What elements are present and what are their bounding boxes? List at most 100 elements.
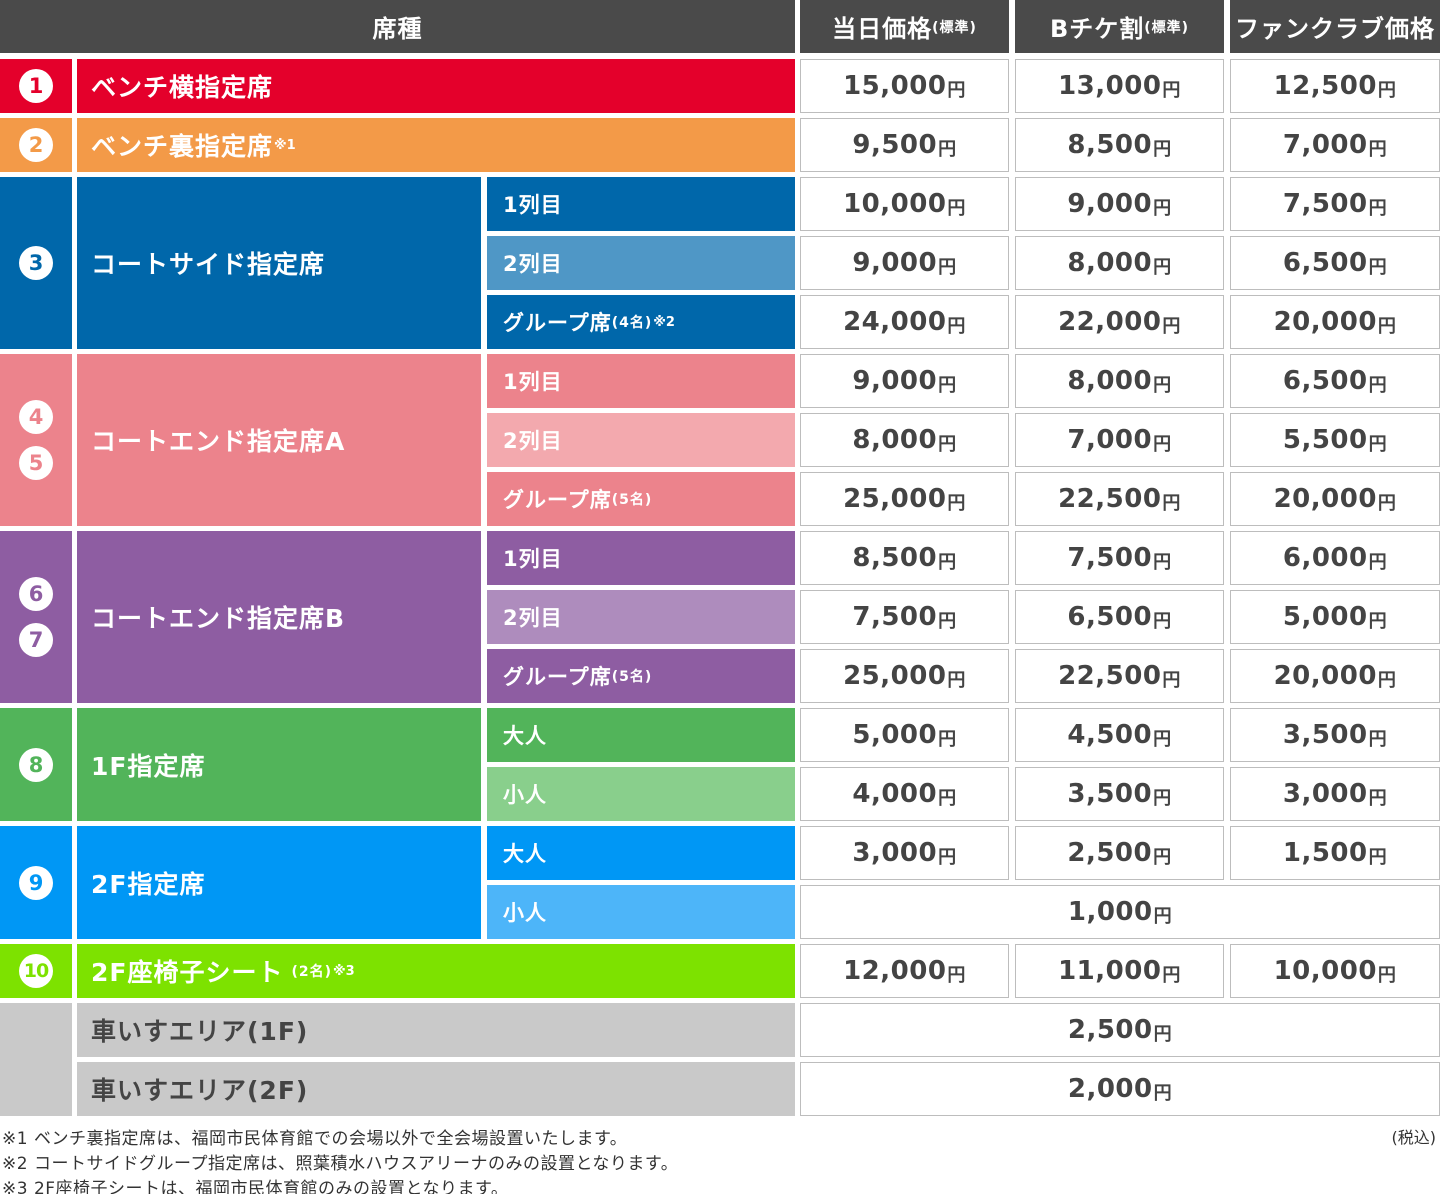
yen-unit: 円 bbox=[947, 198, 966, 219]
row-10-note: ※3 bbox=[333, 963, 355, 979]
row-67-3-price-day: 25,000 円 bbox=[800, 649, 1009, 703]
row-2-seat-name: ベンチ裏指定席 ※1 bbox=[77, 118, 795, 172]
sub-label: 小人 bbox=[503, 783, 547, 807]
tax-note: (税込) bbox=[1391, 1128, 1437, 1147]
yen-unit: 円 bbox=[1153, 1083, 1173, 1104]
row-67-seat-name: コートエンド指定席B bbox=[77, 531, 481, 703]
row-45-3-price-bchike: 22,500 円 bbox=[1015, 472, 1224, 526]
row-8-seat-name: 1F指定席 bbox=[77, 708, 481, 821]
yen-unit: 円 bbox=[1162, 965, 1181, 986]
row-5-badge: 5 bbox=[19, 446, 53, 480]
row-8-seat-label: 1F指定席 bbox=[91, 751, 206, 781]
yen-unit: 円 bbox=[1368, 198, 1388, 219]
row-4-badge: 4 bbox=[19, 400, 53, 434]
row-3-3-price-bchike: 22,000 円 bbox=[1015, 295, 1224, 349]
yen-unit: 円 bbox=[1377, 670, 1397, 691]
row-67-3-price-fanclub: 20,000 円 bbox=[1230, 649, 1440, 703]
yen-unit: 円 bbox=[1368, 847, 1388, 868]
price-value: 5,500 bbox=[1282, 425, 1368, 455]
yen-unit: 円 bbox=[947, 80, 966, 101]
row-67-sub-group: グループ席 (5名) bbox=[487, 649, 795, 703]
row-10-seat-label: 2F座椅子シート bbox=[91, 958, 284, 987]
row-3-1-price-bchike: 9,000 円 bbox=[1015, 177, 1224, 231]
row-67-2-price-bchike: 6,500 円 bbox=[1015, 590, 1224, 644]
price-value: 10,000 bbox=[1273, 956, 1377, 986]
price-value: 3,000 bbox=[852, 838, 938, 868]
price-value: 8,500 bbox=[852, 543, 938, 573]
row-9-seat-label: 2F指定席 bbox=[91, 869, 206, 899]
yen-unit: 円 bbox=[1153, 1024, 1173, 1045]
yen-unit: 円 bbox=[1153, 375, 1172, 396]
price-value: 1,000 bbox=[1067, 897, 1153, 927]
price-value: 8,000 bbox=[1067, 366, 1153, 396]
row-45-sub-2: 2列目 bbox=[487, 413, 795, 467]
price-value: 5,000 bbox=[1282, 602, 1368, 632]
price-value: 6,500 bbox=[1067, 602, 1153, 632]
row-2-price-bchike: 8,500 円 bbox=[1015, 118, 1224, 172]
sub-small: (4名) bbox=[611, 315, 653, 331]
row-9-1-price-day: 3,000 円 bbox=[800, 826, 1009, 880]
price-value: 9,000 bbox=[1067, 189, 1153, 219]
row-3-2-price-fanclub: 6,500 円 bbox=[1230, 236, 1440, 290]
row-45-number-cell: 4 5 bbox=[0, 354, 72, 526]
yen-unit: 円 bbox=[1368, 788, 1388, 809]
price-value: 22,000 bbox=[1058, 307, 1162, 337]
wheelchair-1f-label: 車いすエリア(1F) bbox=[91, 1017, 309, 1046]
row-1-price-fanclub: 12,500 円 bbox=[1230, 59, 1440, 113]
row-45-1-price-fanclub: 6,500 円 bbox=[1230, 354, 1440, 408]
yen-unit: 円 bbox=[947, 493, 966, 514]
yen-unit: 円 bbox=[1368, 729, 1388, 750]
row-8-number-cell: 8 bbox=[0, 708, 72, 821]
price-value: 3,500 bbox=[1067, 779, 1153, 809]
yen-unit: 円 bbox=[938, 139, 957, 160]
sub-label: 1列目 bbox=[503, 370, 563, 394]
wheelchair-2f-label: 車いすエリア(2F) bbox=[91, 1076, 309, 1105]
header-day-price-label: 当日価格 bbox=[832, 15, 933, 43]
wheelchair-1f-name: 車いすエリア(1F) bbox=[77, 1003, 795, 1057]
row-67-1-price-fanclub: 6,000 円 bbox=[1230, 531, 1440, 585]
yen-unit: 円 bbox=[947, 670, 966, 691]
yen-unit: 円 bbox=[938, 788, 957, 809]
yen-unit: 円 bbox=[1368, 611, 1388, 632]
row-9-seat-name: 2F指定席 bbox=[77, 826, 481, 939]
row-45-1-price-bchike: 8,000 円 bbox=[1015, 354, 1224, 408]
row-8-sub-adult: 大人 bbox=[487, 708, 795, 762]
row-2-note: ※1 bbox=[274, 137, 296, 153]
price-value: 24,000 bbox=[843, 307, 947, 337]
yen-unit: 円 bbox=[1377, 965, 1397, 986]
yen-unit: 円 bbox=[1162, 316, 1181, 337]
row-45-1-price-day: 9,000 円 bbox=[800, 354, 1009, 408]
yen-unit: 円 bbox=[1153, 611, 1172, 632]
price-value: 20,000 bbox=[1273, 307, 1377, 337]
row-67-3-price-bchike: 22,500 円 bbox=[1015, 649, 1224, 703]
yen-unit: 円 bbox=[938, 847, 957, 868]
row-10-number-cell: 10 bbox=[0, 944, 72, 998]
yen-unit: 円 bbox=[938, 729, 957, 750]
yen-unit: 円 bbox=[1368, 257, 1388, 278]
price-value: 8,000 bbox=[852, 425, 938, 455]
row-1-seat-name: ベンチ横指定席 bbox=[77, 59, 795, 113]
header-fanclub-label: ファンクラブ価格 bbox=[1235, 15, 1435, 43]
price-value: 11,000 bbox=[1058, 956, 1162, 986]
yen-unit: 円 bbox=[1153, 198, 1172, 219]
row-45-sub-group: グループ席 (5名) bbox=[487, 472, 795, 526]
row-7-badge: 7 bbox=[19, 623, 53, 657]
yen-unit: 円 bbox=[1368, 434, 1388, 455]
footnote-3: ※3 2F座椅子シートは、福岡市民体育館のみの設置となります。 bbox=[2, 1179, 509, 1194]
sub-label: 2列目 bbox=[503, 252, 563, 276]
price-value: 15,000 bbox=[843, 71, 947, 101]
yen-unit: 円 bbox=[1153, 139, 1172, 160]
row-45-seat-name: コートエンド指定席A bbox=[77, 354, 481, 526]
price-value: 12,500 bbox=[1273, 71, 1377, 101]
sub-label: 2列目 bbox=[503, 606, 563, 630]
price-value: 2,500 bbox=[1067, 838, 1153, 868]
price-value: 13,000 bbox=[1058, 71, 1162, 101]
yen-unit: 円 bbox=[1162, 493, 1181, 514]
row-2-price-day: 9,500 円 bbox=[800, 118, 1009, 172]
price-value: 9,500 bbox=[852, 130, 938, 160]
sub-label: 大人 bbox=[503, 842, 547, 866]
header-day-price-note: (標準) bbox=[932, 19, 977, 36]
yen-unit: 円 bbox=[938, 375, 957, 396]
row-1-price-day: 15,000 円 bbox=[800, 59, 1009, 113]
